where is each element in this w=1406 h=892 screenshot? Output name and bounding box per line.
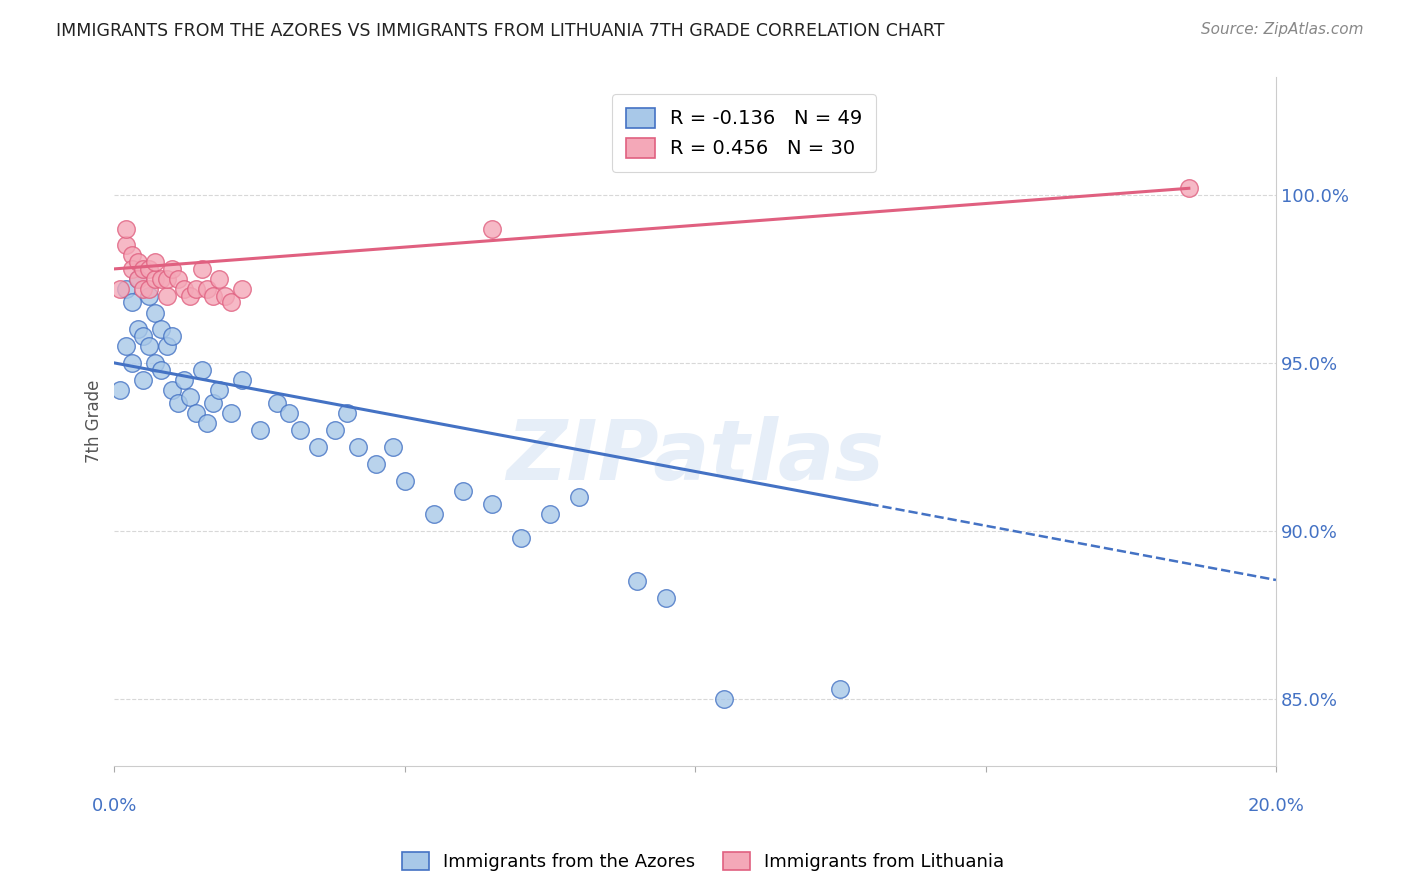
Point <box>138 261 160 276</box>
Point <box>110 383 132 397</box>
Point <box>290 423 312 437</box>
Point <box>179 289 201 303</box>
Point <box>481 497 503 511</box>
Point <box>115 339 138 353</box>
Legend: Immigrants from the Azores, Immigrants from Lithuania: Immigrants from the Azores, Immigrants f… <box>395 845 1011 879</box>
Point <box>127 272 149 286</box>
Point <box>127 322 149 336</box>
Point <box>336 406 359 420</box>
Point <box>626 574 648 589</box>
Point <box>121 248 143 262</box>
Y-axis label: 7th Grade: 7th Grade <box>86 380 103 464</box>
Point <box>162 329 184 343</box>
Point <box>423 507 446 521</box>
Point <box>149 272 172 286</box>
Point <box>167 396 190 410</box>
Point <box>538 507 561 521</box>
Point <box>510 531 533 545</box>
Point <box>167 272 190 286</box>
Point <box>121 261 143 276</box>
Point <box>277 406 299 420</box>
Point <box>110 282 132 296</box>
Point <box>127 255 149 269</box>
Point <box>202 289 225 303</box>
Text: 20.0%: 20.0% <box>1247 797 1305 814</box>
Point <box>132 329 155 343</box>
Point <box>394 474 416 488</box>
Point <box>195 282 218 296</box>
Legend: R = -0.136   N = 49, R = 0.456   N = 30: R = -0.136 N = 49, R = 0.456 N = 30 <box>612 94 876 172</box>
Point <box>143 305 166 319</box>
Point <box>138 282 160 296</box>
Point <box>132 373 155 387</box>
Point <box>184 282 207 296</box>
Point <box>568 491 591 505</box>
Point <box>132 261 155 276</box>
Point <box>143 272 166 286</box>
Point <box>121 295 143 310</box>
Point <box>382 440 405 454</box>
Point <box>149 362 172 376</box>
Point <box>115 238 138 252</box>
Point <box>179 390 201 404</box>
Point <box>214 289 236 303</box>
Point <box>249 423 271 437</box>
Point <box>208 383 231 397</box>
Point <box>156 289 179 303</box>
Point <box>115 282 138 296</box>
Point <box>481 221 503 235</box>
Point <box>830 681 852 696</box>
Point <box>173 282 195 296</box>
Point <box>1178 181 1201 195</box>
Point <box>143 255 166 269</box>
Point <box>143 356 166 370</box>
Point <box>655 591 678 605</box>
Text: ZIPatlas: ZIPatlas <box>506 416 884 497</box>
Point <box>219 295 242 310</box>
Text: IMMIGRANTS FROM THE AZORES VS IMMIGRANTS FROM LITHUANIA 7TH GRADE CORRELATION CH: IMMIGRANTS FROM THE AZORES VS IMMIGRANTS… <box>56 22 945 40</box>
Point <box>138 289 160 303</box>
Point <box>190 362 212 376</box>
Point <box>266 396 288 410</box>
Point <box>127 272 149 286</box>
Point <box>364 457 387 471</box>
Point <box>307 440 329 454</box>
Point <box>162 383 184 397</box>
Text: 0.0%: 0.0% <box>91 797 138 814</box>
Point <box>347 440 370 454</box>
Point <box>132 282 155 296</box>
Point <box>208 272 231 286</box>
Point <box>149 322 172 336</box>
Point <box>202 396 225 410</box>
Text: Source: ZipAtlas.com: Source: ZipAtlas.com <box>1201 22 1364 37</box>
Point <box>121 356 143 370</box>
Point <box>713 691 735 706</box>
Point <box>173 373 195 387</box>
Point <box>162 261 184 276</box>
Point <box>156 339 179 353</box>
Point <box>184 406 207 420</box>
Point <box>231 373 253 387</box>
Point <box>231 282 253 296</box>
Point <box>156 272 179 286</box>
Point <box>115 221 138 235</box>
Point <box>323 423 346 437</box>
Point <box>138 339 160 353</box>
Point <box>190 261 212 276</box>
Point <box>195 417 218 431</box>
Point <box>219 406 242 420</box>
Point <box>451 483 474 498</box>
